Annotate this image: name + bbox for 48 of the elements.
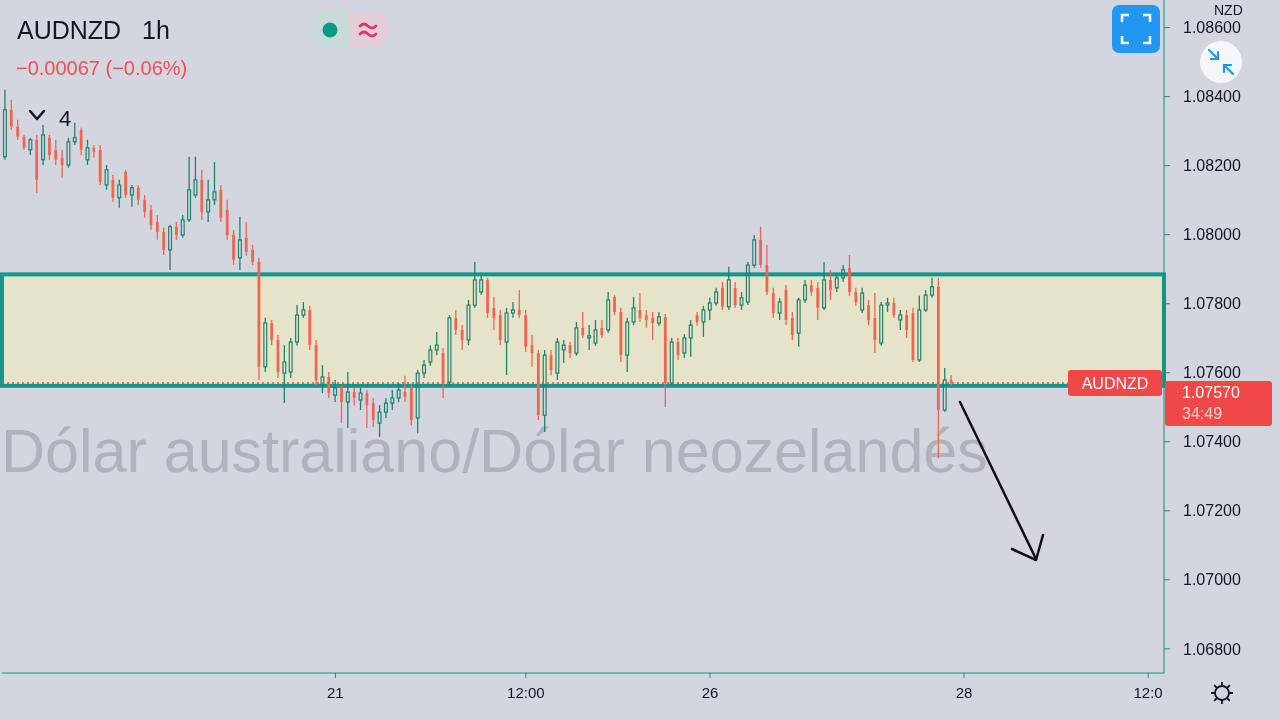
candlestick — [168, 224, 173, 271]
x-tick-label: 21 — [327, 684, 344, 701]
candlestick — [111, 174, 115, 203]
candlestick — [2, 89, 7, 161]
annotation: 4 — [59, 106, 72, 131]
y-tick-label: 1.07400 — [1183, 433, 1241, 451]
y-tick-label: 1.08000 — [1183, 226, 1241, 244]
candlestick — [41, 124, 46, 166]
ref-line-label: AUDNZD — [1081, 375, 1149, 393]
text: −0.00067 (−0.06%) — [16, 56, 188, 80]
candlestick — [460, 324, 464, 351]
x-tick-label: 26 — [701, 684, 719, 701]
x-tick-label: 12:00 — [507, 684, 545, 701]
y-tick-label: 1.08600 — [1183, 19, 1241, 37]
candlestick — [492, 296, 496, 331]
candlestick — [187, 156, 192, 223]
candlestick — [333, 379, 338, 403]
candlestick — [656, 311, 661, 327]
candlestick — [79, 127, 83, 156]
candlestick — [60, 149, 64, 179]
candlestick — [930, 277, 935, 299]
candlestick — [295, 304, 300, 347]
candlestick — [714, 287, 719, 307]
y-tick-label: 1.06800 — [1183, 640, 1241, 658]
text: 34:49 — [1182, 405, 1223, 423]
x-tick-label: 12:0 — [1133, 684, 1163, 701]
candlestick — [383, 397, 388, 419]
y-tick-label: 1.07800 — [1183, 295, 1241, 313]
y-tick-label: 1.07000 — [1183, 571, 1241, 589]
text: 1.07570 — [1182, 384, 1240, 402]
candlestick — [619, 307, 623, 363]
candlestick — [510, 301, 515, 319]
candlestick — [422, 359, 427, 379]
candlestick — [745, 261, 750, 306]
y-axis-title: NZD — [1214, 2, 1243, 18]
y-tick-label: 1.07200 — [1183, 502, 1241, 520]
y-tick-label: 1.08200 — [1183, 157, 1241, 175]
text: AUDNZD 1h — [17, 15, 170, 45]
candlestick — [587, 324, 592, 351]
candlestick — [841, 264, 846, 283]
x-tick-label: 28 — [955, 684, 973, 701]
candlestick — [206, 179, 211, 223]
candlestick — [873, 292, 877, 354]
candlestick — [129, 184, 134, 208]
y-tick-label: 1.08400 — [1183, 88, 1241, 106]
candlestick — [803, 279, 808, 304]
candlestick — [237, 216, 242, 271]
y-tick-label: 1.07600 — [1183, 364, 1241, 382]
